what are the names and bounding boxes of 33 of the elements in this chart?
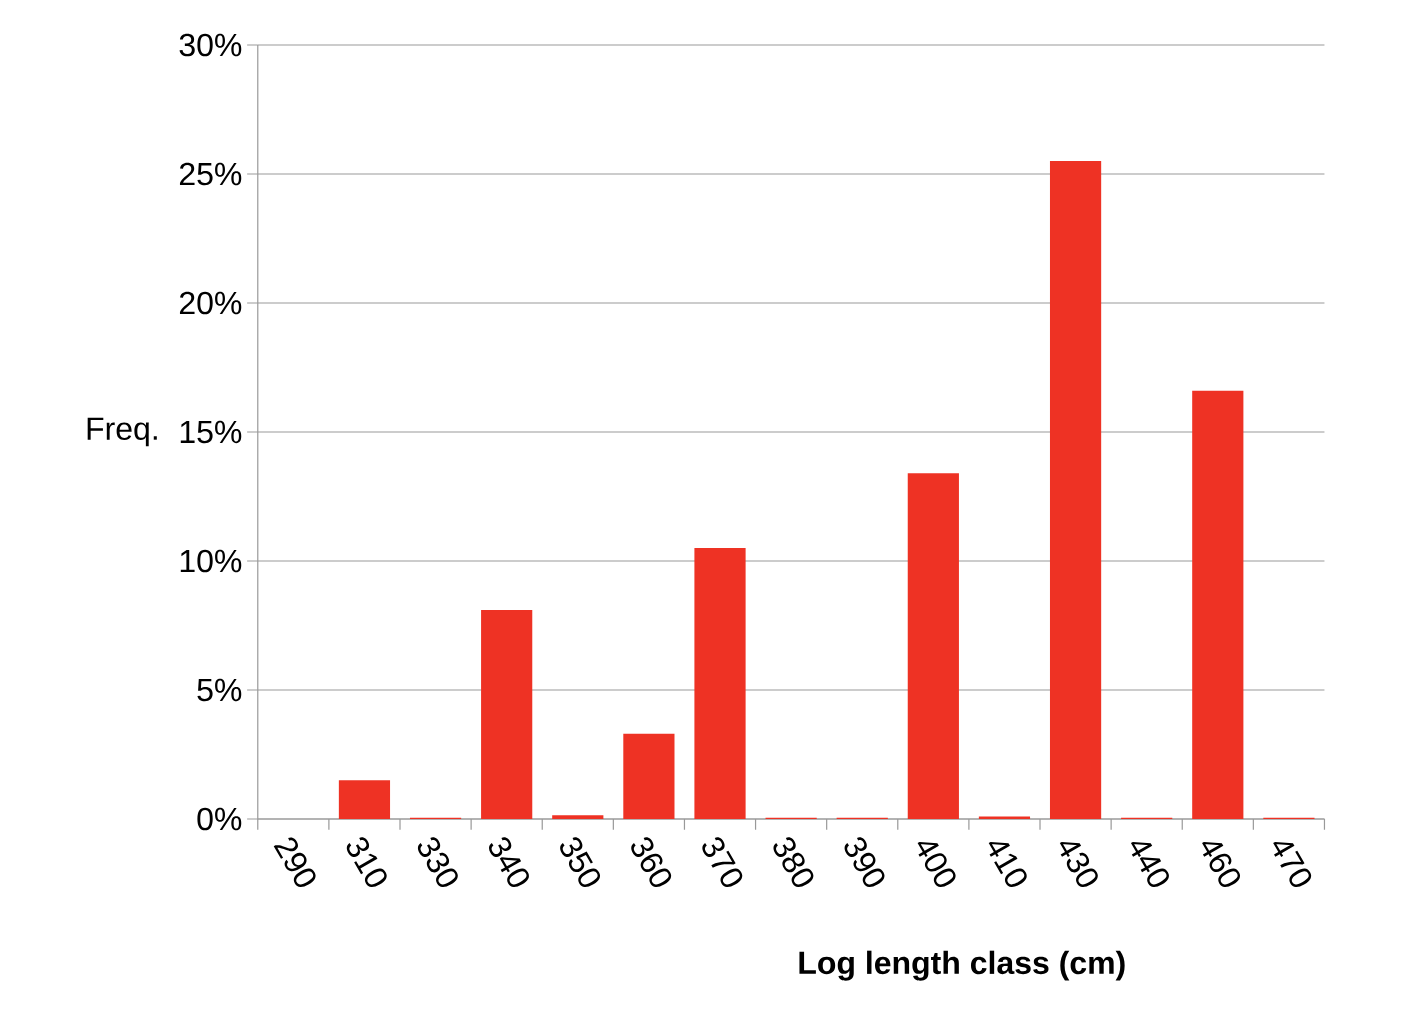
y-tick-label: 0% [197, 807, 242, 831]
x-tick-label: 310 [346, 837, 387, 888]
x-tick-label: 430 [1059, 841, 1098, 888]
bar [481, 610, 533, 819]
y-tick-label: 20% [179, 291, 242, 315]
x-tick-label: 380 [773, 837, 814, 888]
x-tick-label: 470 [1273, 841, 1312, 888]
bar [694, 548, 746, 819]
x-tick-label: 340 [489, 837, 529, 888]
x-tick-label: 360 [631, 837, 672, 888]
x-tick-label: 440 [1130, 841, 1169, 888]
x-tick-label: 410 [988, 841, 1027, 888]
bar [623, 733, 675, 819]
x-tick-label: 400 [917, 841, 956, 888]
y-tick-label: 10% [180, 549, 242, 573]
x-tick-label: 460 [1202, 841, 1241, 888]
y-tick-label: 15% [180, 420, 242, 444]
x-tick-label: 350 [560, 837, 601, 888]
x-axis-title: Log length class (cm) [799, 950, 1125, 981]
y-tick-label: 25% [179, 162, 242, 186]
bar [1049, 161, 1102, 819]
y-axis-title: Freq. [87, 417, 157, 447]
x-tick-label: 290 [273, 837, 316, 888]
bar [1192, 390, 1244, 819]
x-tick-label: 330 [417, 837, 458, 888]
bar [338, 780, 391, 819]
x-tick-label: 390 [844, 837, 885, 888]
bar [552, 815, 604, 819]
y-tick-label: 30% [179, 33, 242, 57]
y-tick-label: 5% [197, 678, 242, 702]
bar [978, 816, 1031, 819]
x-tick-label: 370 [702, 837, 743, 888]
bar [907, 473, 959, 819]
